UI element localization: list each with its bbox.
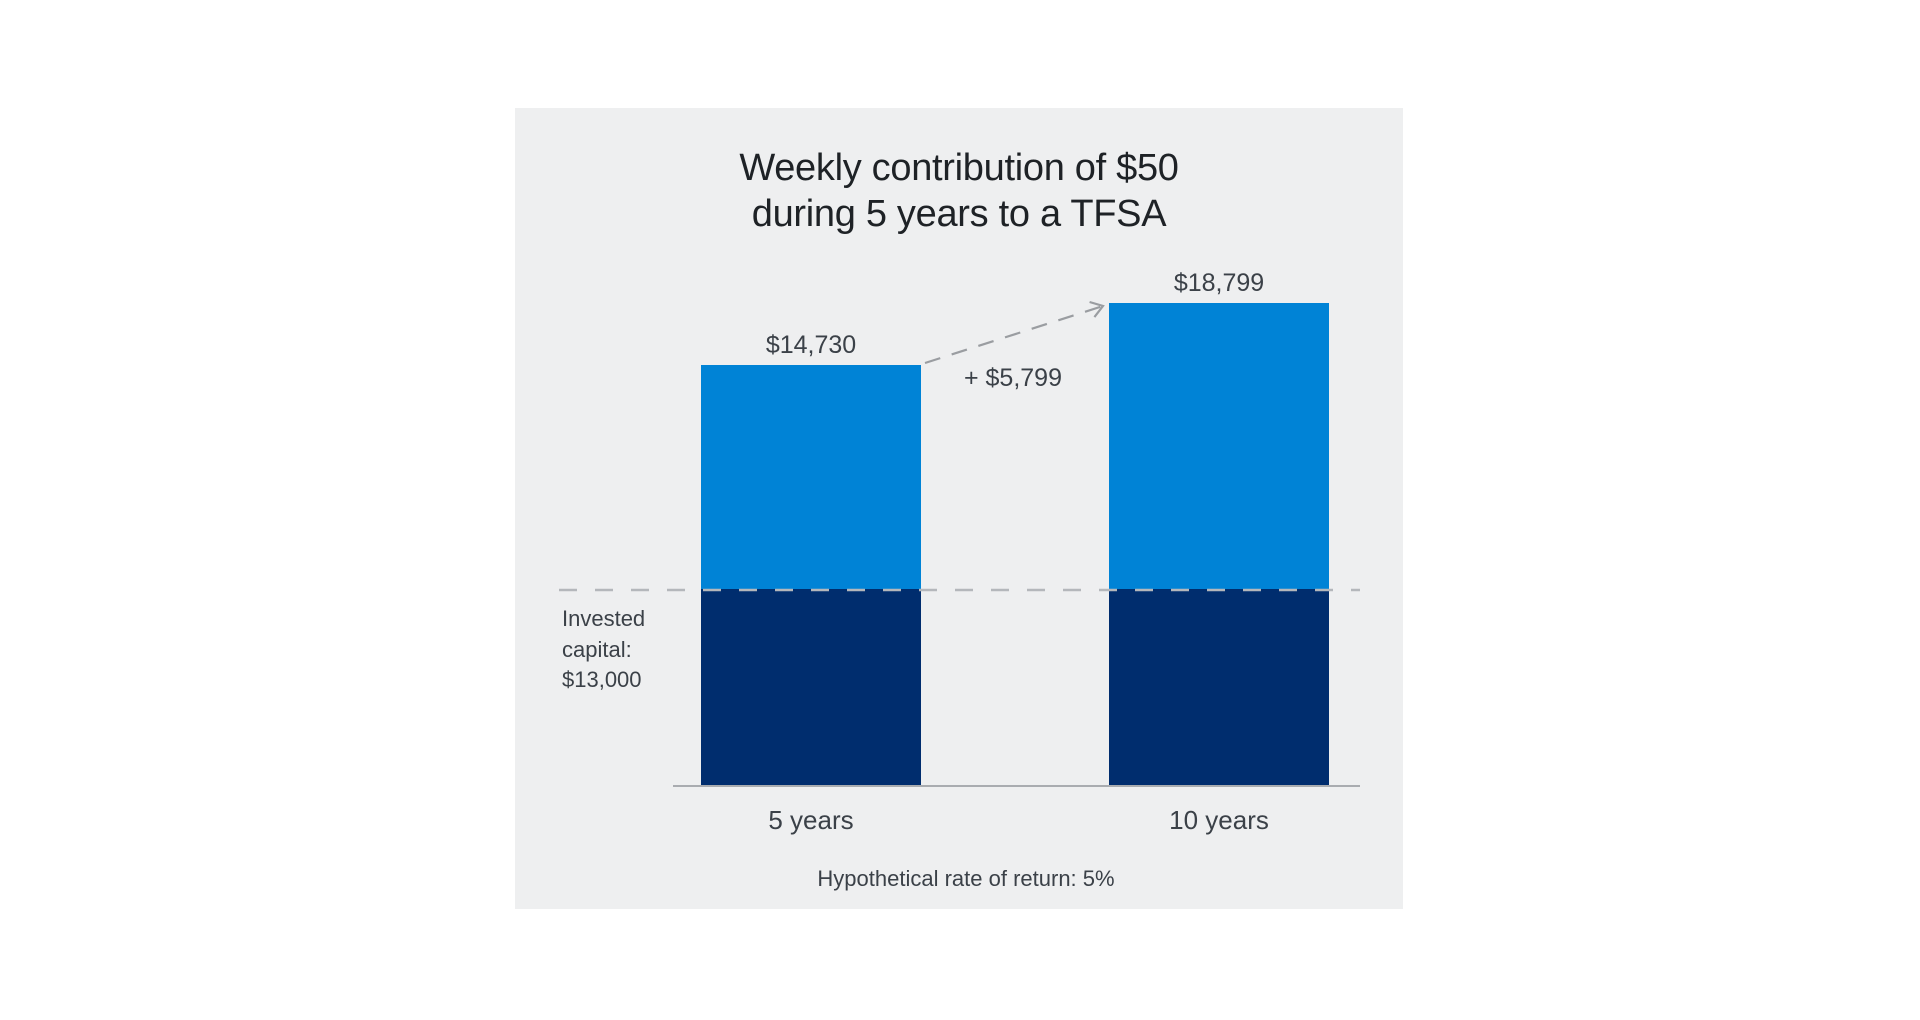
total-label-10-years: $18,799 [1174, 269, 1264, 297]
difference-label: + $5,799 [964, 364, 1062, 392]
difference-arrow [924, 300, 1105, 365]
bar-invested-5-years [701, 589, 921, 786]
chart-title-line-2: during 5 years to a TFSA [752, 193, 1167, 235]
reference-label-line-1: Invested [562, 606, 645, 631]
bar-growth-5-years [701, 365, 921, 589]
total-label-5-years: $14,730 [766, 331, 856, 359]
category-label-5-years: 5 years [768, 805, 853, 835]
chart-title-line-1: Weekly contribution of $50 [739, 147, 1178, 189]
reference-label-line-3: $13,000 [562, 667, 642, 692]
rate-of-return-note: Hypothetical rate of return: 5% [817, 866, 1114, 891]
arrow-head-icon [1089, 300, 1105, 318]
bar-growth-10-years [1109, 303, 1329, 589]
bar-invested-10-years [1109, 589, 1329, 786]
category-label-10-years: 10 years [1169, 805, 1269, 835]
bars-layer [701, 303, 1329, 786]
reference-label-line-2: capital: [562, 637, 632, 662]
difference-arrow-line [924, 304, 1104, 365]
chart-panel: Weekly contribution of $50 during 5 year… [515, 108, 1403, 909]
chart-svg: Weekly contribution of $50 during 5 year… [559, 147, 1360, 891]
